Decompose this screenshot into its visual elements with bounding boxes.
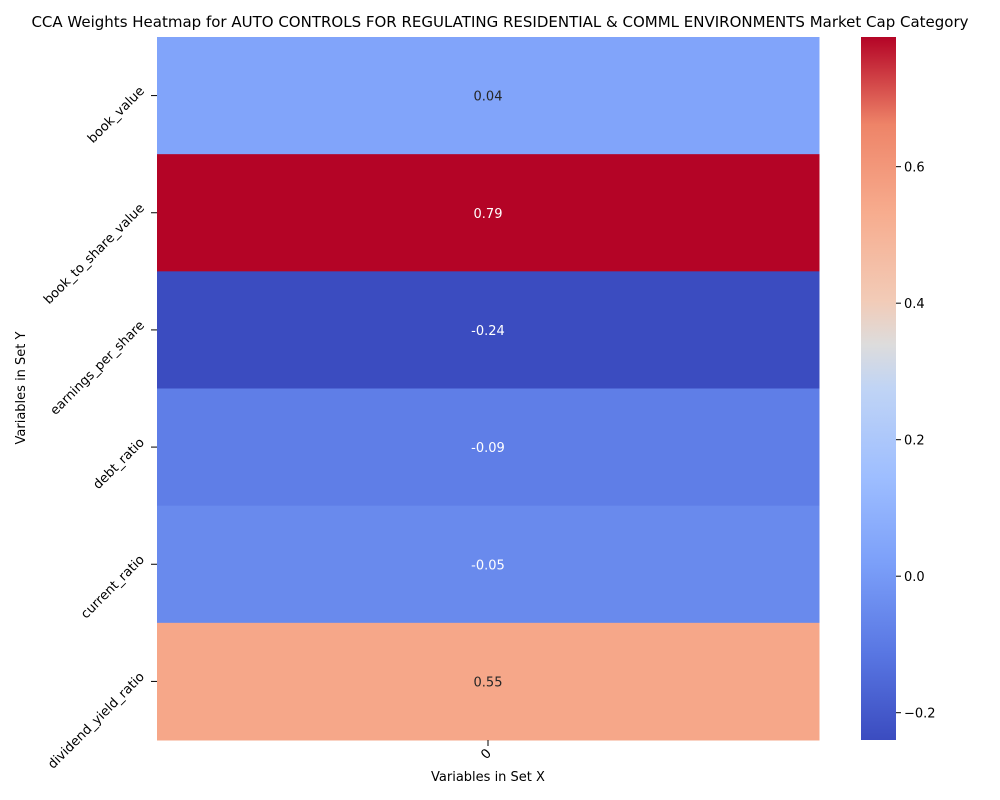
heatmap-cell [157,154,820,272]
x-axis-label: Variables in Set X [431,770,545,785]
cell-value-label: 0.04 [474,90,503,105]
y-axis-label: Variables in Set Y [14,331,29,444]
colorbar-tick-label: 0.4 [904,297,925,312]
chart-title: CCA Weights Heatmap for AUTO CONTROLS FO… [31,13,968,31]
cell-value-label: -0.24 [471,324,505,339]
cell-value-label: 0.55 [474,675,503,690]
heatmap-cell [157,505,820,624]
heatmap-cell [157,271,820,389]
y-tick-label: book_value [85,84,148,147]
colorbar: −0.2 0.0 0.2 0.4 0.6 [861,37,936,740]
y-tick-label: book_to_share_value [41,201,148,308]
y-tick-label: dividend_yield_ratio [45,670,148,773]
colorbar-gradient [861,37,896,740]
colorbar-tick-label: 0.2 [904,434,925,449]
cell-value-label: -0.05 [471,558,505,573]
heatmap-cells: 0.04 0.79 -0.24 -0.09 -0.05 0.55 [157,37,820,741]
y-tick-label: current_ratio [78,552,148,622]
heatmap-cell [157,622,820,741]
heatmap-cell [157,388,820,507]
colorbar-tick-label: −0.2 [904,707,936,722]
x-tick-labels: 0 [478,740,495,763]
heatmap-cell [157,37,820,155]
cell-value-label: 0.79 [474,207,503,222]
colorbar-tick-label: 0.6 [904,161,925,176]
colorbar-tick-label: 0.0 [904,570,925,585]
y-tick-label: debt_ratio [90,435,147,492]
y-tick-label: earnings_per_share [48,318,148,418]
x-tick-label: 0 [478,746,494,762]
y-tick-labels: book_value book_to_share_valueearnings_pe… [41,84,157,772]
cell-value-label: -0.09 [471,441,505,456]
